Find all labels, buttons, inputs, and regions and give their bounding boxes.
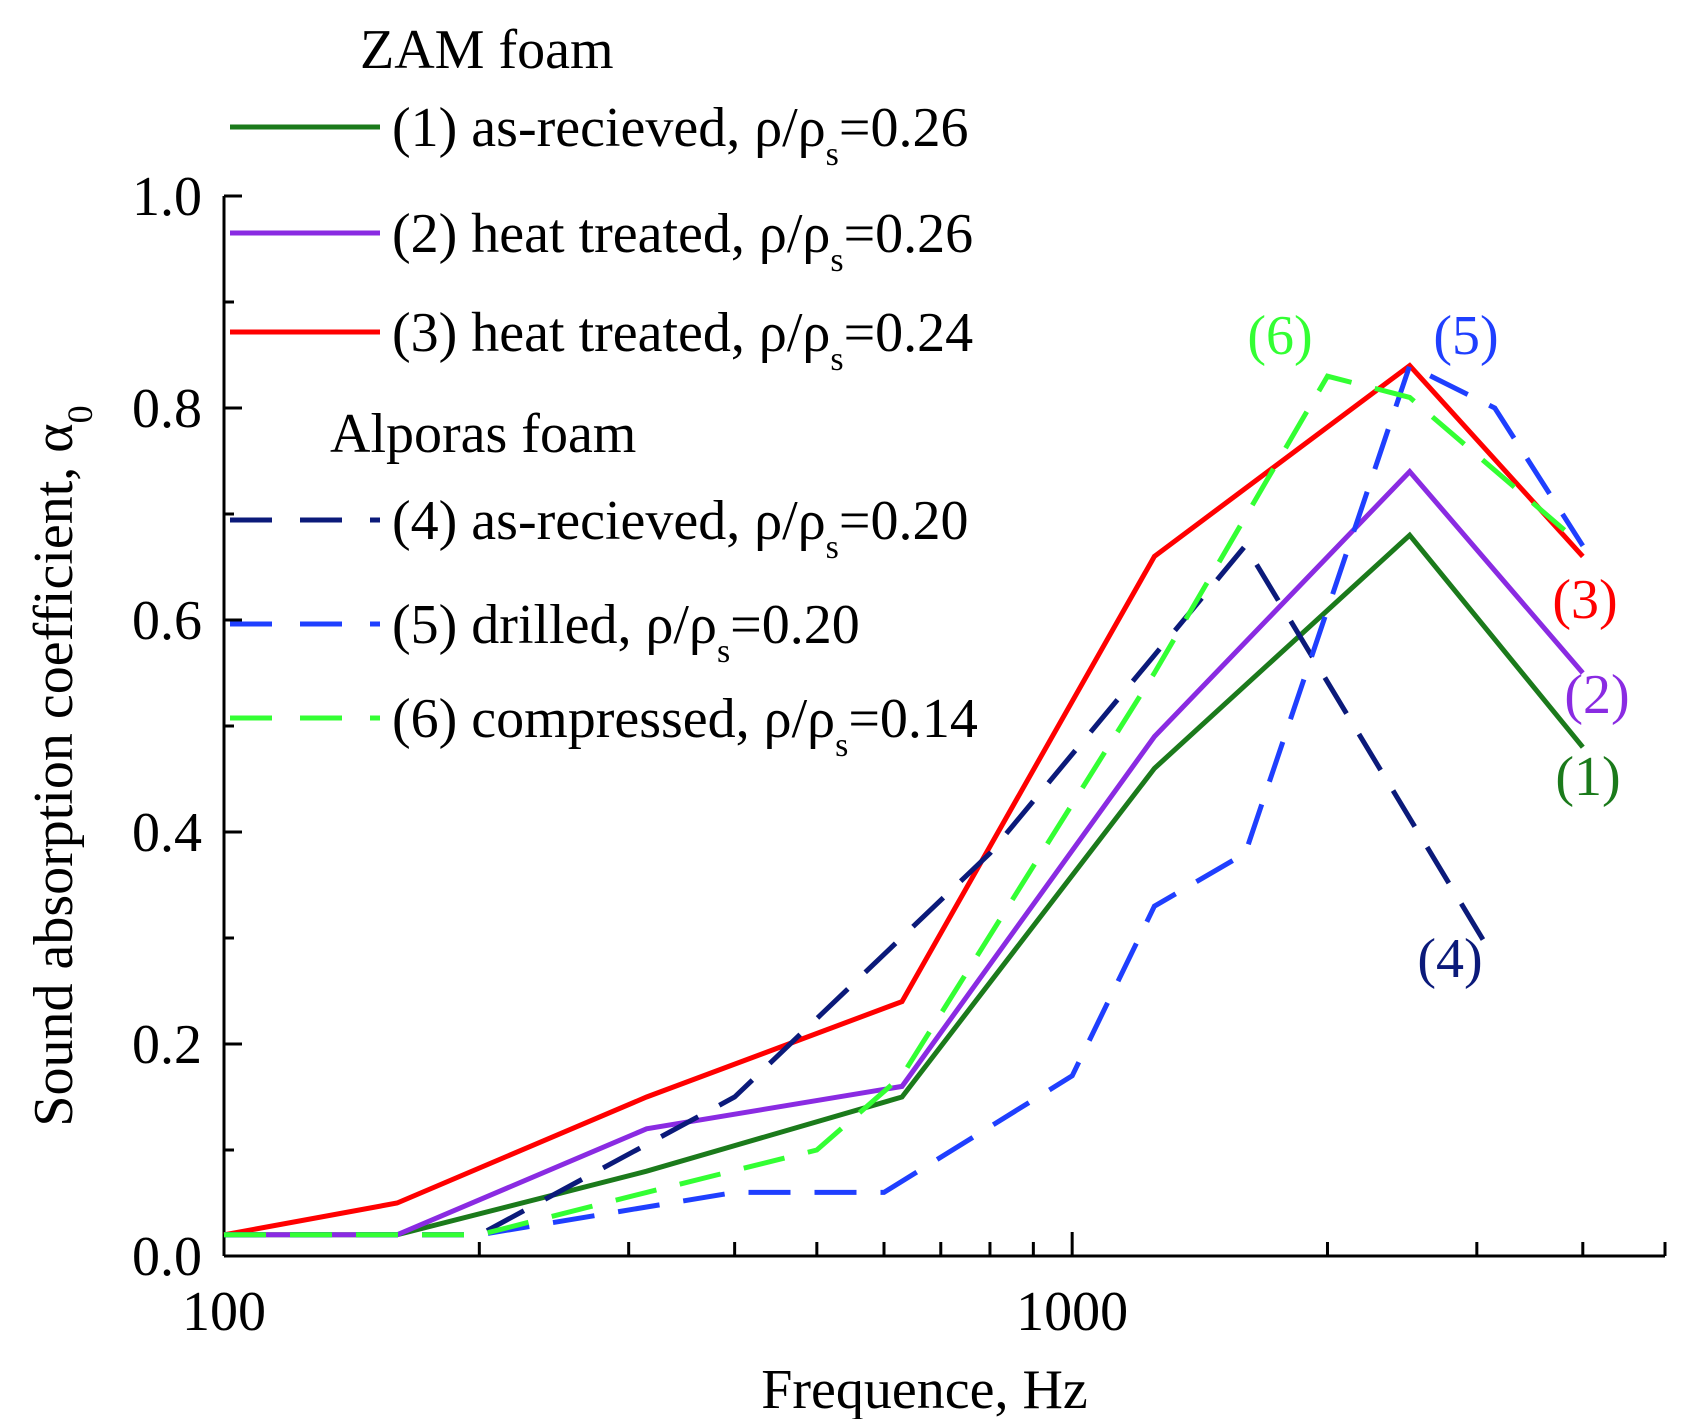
legend-label-value: =0.20: [839, 490, 969, 552]
legend: ZAM foam Alporas foam (1) as-recieved, ρ/ρ…: [230, 19, 978, 764]
curve-label-s3: (3): [1552, 569, 1617, 631]
legend-label-value: =0.20: [730, 594, 860, 656]
legend-label-s6: (6) compressed, ρ/ρs=0.14: [392, 688, 978, 764]
y-tick-label: 1.0: [132, 166, 202, 228]
legend-label-subscript: s: [826, 136, 839, 173]
legend-label-subscript: s: [835, 727, 848, 764]
legend-label-s4: (4) as-recieved, ρ/ρs=0.20: [392, 490, 969, 566]
series-line-s3: [223, 362, 1585, 1238]
y-axis-title: Sound absorption coefficient, α0: [23, 405, 100, 1126]
legend-label-value: =0.26: [839, 97, 969, 159]
series-line-s6: [224, 373, 1585, 1238]
legend-label-subscript: s: [717, 633, 730, 670]
legend-label-main: (2) heat treated, ρ/ρ: [392, 203, 830, 265]
legend-label-main: (4) as-recieved, ρ/ρ: [392, 490, 826, 552]
x-tick-label: 100: [182, 1281, 266, 1343]
y-tick-label: 0.0: [132, 1226, 202, 1288]
legend-label-s5: (5) drilled, ρ/ρs=0.20: [392, 594, 860, 670]
x-axis-title: Frequence, Hz: [761, 1359, 1088, 1419]
y-tick-label: 0.4: [132, 802, 202, 864]
legend-label-main: (6) compressed, ρ/ρ: [392, 688, 835, 750]
y-tick-label: 0.6: [132, 590, 202, 652]
series-line-s5: [224, 362, 1585, 1238]
curve-labels: (1) (2) (3) (4) (5) (6): [1247, 305, 1629, 990]
y-axis-title-subscript: 0: [60, 405, 100, 423]
legend-label-value: =0.26: [844, 203, 974, 265]
y-tick-label: 0.2: [132, 1014, 202, 1076]
legend-label-main: (3) heat treated, ρ/ρ: [392, 302, 830, 364]
legend-label-subscript: s: [830, 341, 843, 378]
legend-label-subscript: s: [830, 242, 843, 279]
series-line-s2: [224, 467, 1585, 1238]
curve-label-s5: (5): [1433, 305, 1498, 367]
curve-label-s2: (2): [1564, 664, 1629, 726]
legend-label-main: (5) drilled, ρ/ρ: [392, 594, 717, 656]
axes: 0.0 0.2 0.4 0.6 0.8 1.0 100 1000 Frequence, Hz So…: [23, 166, 1667, 1419]
x-tick-label: 1000: [1016, 1281, 1128, 1343]
legend-group-title: ZAM foam: [360, 19, 614, 81]
legend-label-s1: (1) as-recieved, ρ/ρs=0.26: [392, 97, 969, 173]
legend-label-value: =0.24: [844, 302, 974, 364]
legend-label-main: (1) as-recieved, ρ/ρ: [392, 97, 826, 159]
y-axis-title-main: Sound absorption coefficient, α: [23, 423, 85, 1126]
curve-label-s6: (6): [1247, 305, 1312, 367]
legend-label-value: =0.14: [848, 688, 978, 750]
y-tick-label: 0.8: [132, 378, 202, 440]
legend-label-subscript: s: [826, 529, 839, 566]
curve-label-s4: (4): [1417, 928, 1482, 990]
legend-label-s3: (3) heat treated, ρ/ρs=0.24: [392, 302, 973, 378]
legend-group-title: Alporas foam: [330, 403, 636, 465]
plot-lines: [223, 362, 1585, 1238]
legend-label-s2: (2) heat treated, ρ/ρs=0.26: [392, 203, 973, 279]
curve-label-s1: (1): [1555, 746, 1620, 808]
